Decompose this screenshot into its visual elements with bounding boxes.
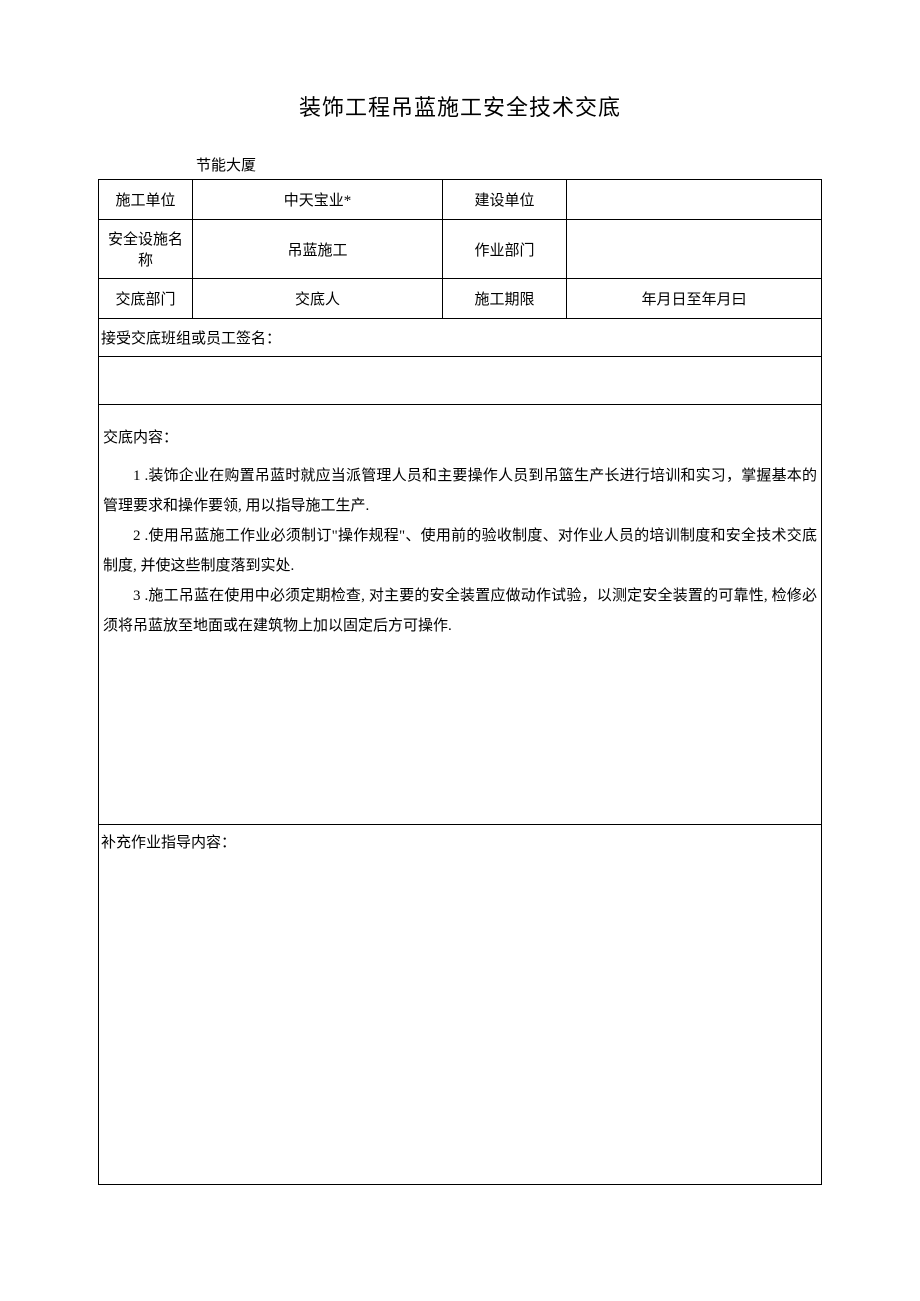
content-item-2: 2 .使用吊蓝施工作业必须制订"操作规程"、使用前的验收制度、对作业人员的培训制… bbox=[103, 521, 817, 581]
value-disclosure-person: 交底人 bbox=[193, 279, 443, 319]
label-construction-period: 施工期限 bbox=[443, 279, 567, 319]
value-construction-period: 年月日至年月曰 bbox=[567, 279, 822, 319]
label-work-dept: 作业部门 bbox=[443, 220, 567, 279]
label-build-unit: 建设单位 bbox=[443, 180, 567, 220]
label-construction-unit: 施工单位 bbox=[99, 180, 193, 220]
label-safety-facility: 安全设施名称 bbox=[99, 220, 193, 279]
content-item-1: 1 .装饰企业在购置吊蓝时就应当派管理人员和主要操作人员到吊篮生产长进行培训和实… bbox=[103, 461, 817, 521]
value-build-unit bbox=[567, 180, 822, 220]
content-cell: 交底内容： 1 .装饰企业在购置吊蓝时就应当派管理人员和主要操作人员到吊篮生产长… bbox=[99, 405, 822, 825]
header-row-1: 施工单位 中天宝业* 建设单位 bbox=[99, 180, 822, 220]
document-title: 装饰工程吊蓝施工安全技术交底 bbox=[98, 90, 822, 122]
empty-cell bbox=[99, 357, 822, 405]
signature-row: 接受交底班组或员工签名： bbox=[99, 319, 822, 357]
header-row-2: 安全设施名称 吊蓝施工 作业部门 bbox=[99, 220, 822, 279]
content-item-3: 3 .施工吊蓝在使用中必须定期检查, 对主要的安全装置应做动作试验，以测定安全装… bbox=[103, 581, 817, 641]
document-subtitle: 节能大厦 bbox=[196, 154, 822, 175]
value-safety-facility: 吊蓝施工 bbox=[193, 220, 443, 279]
label-disclosure-dept: 交底部门 bbox=[99, 279, 193, 319]
signature-label: 接受交底班组或员工签名： bbox=[99, 319, 822, 357]
header-row-3: 交底部门 交底人 施工期限 年月日至年月曰 bbox=[99, 279, 822, 319]
empty-row bbox=[99, 357, 822, 405]
supplement-row: 补充作业指导内容： bbox=[99, 825, 822, 1185]
content-header: 交底内容： bbox=[103, 423, 817, 453]
value-work-dept bbox=[567, 220, 822, 279]
main-table: 施工单位 中天宝业* 建设单位 安全设施名称 吊蓝施工 作业部门 交底部门 交底… bbox=[98, 179, 822, 1185]
content-row: 交底内容： 1 .装饰企业在购置吊蓝时就应当派管理人员和主要操作人员到吊篮生产长… bbox=[99, 405, 822, 825]
value-construction-unit: 中天宝业* bbox=[193, 180, 443, 220]
supplement-cell: 补充作业指导内容： bbox=[99, 825, 822, 1185]
